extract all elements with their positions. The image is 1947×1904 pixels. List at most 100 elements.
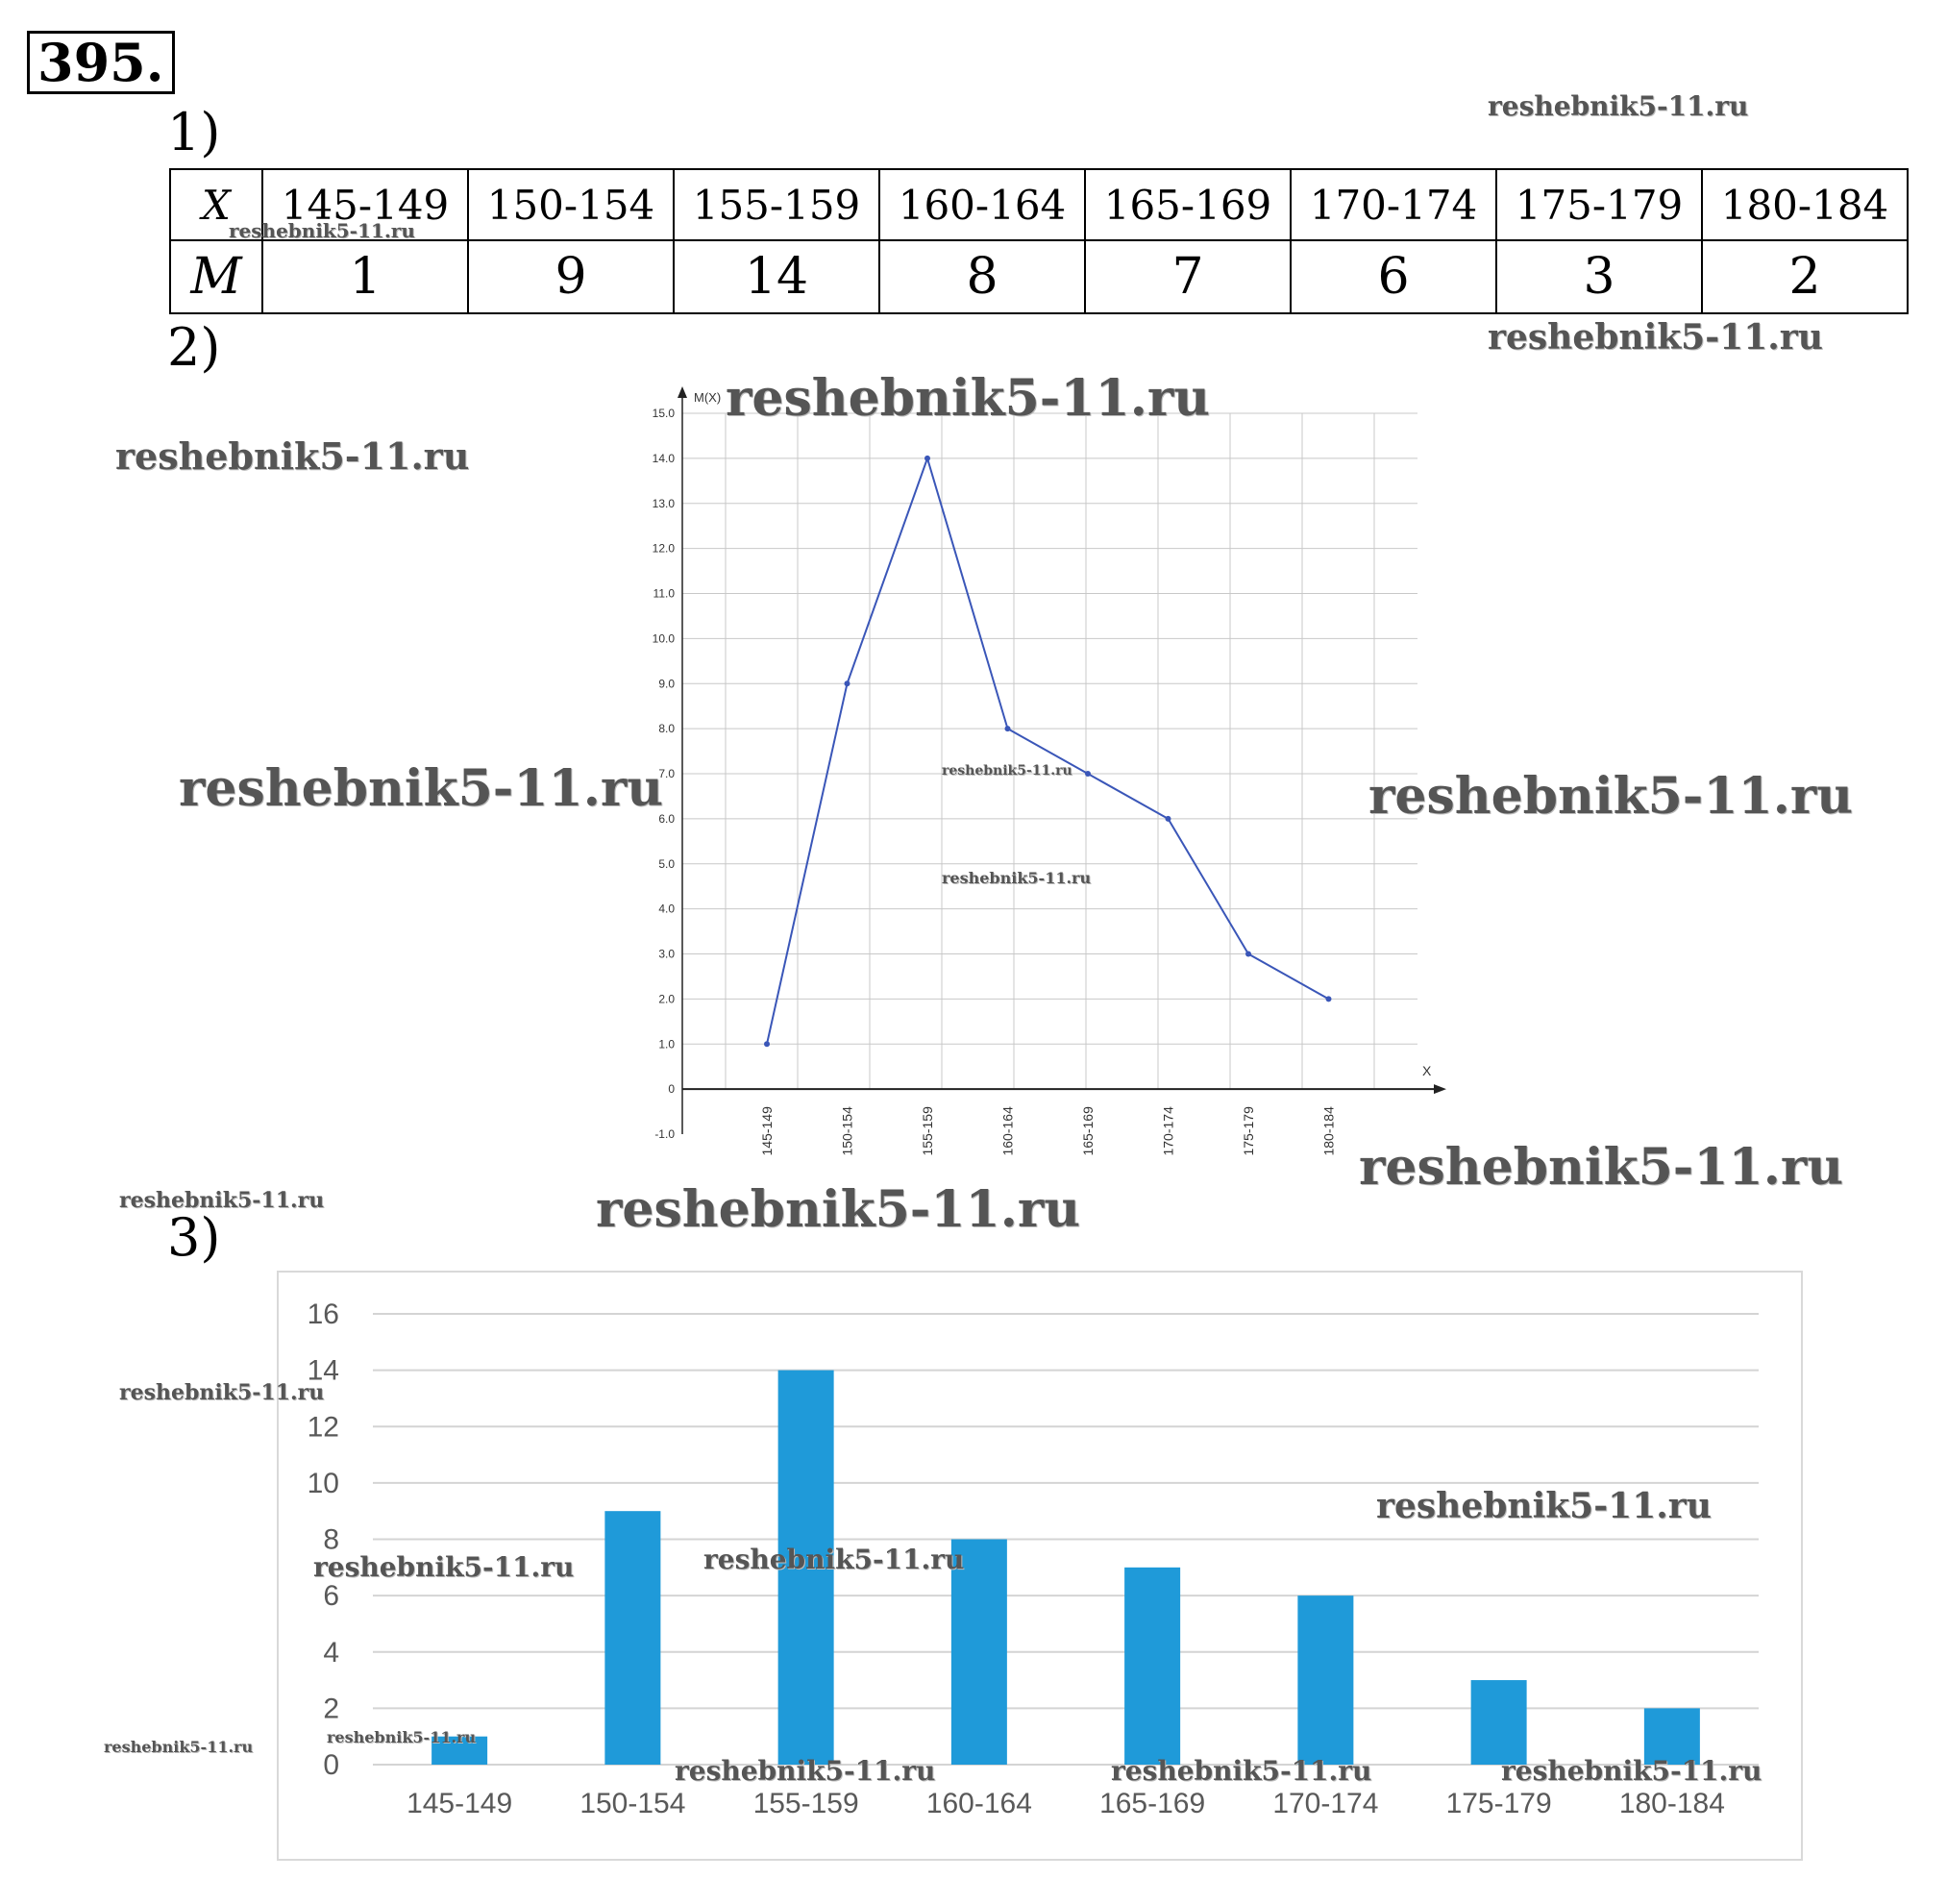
y-tick-label: 8.0 [658, 722, 675, 735]
watermark: reshebnik5-11.ru [675, 1755, 936, 1787]
watermark: reshebnik5-11.ru [1501, 1755, 1762, 1787]
data-point [764, 1041, 770, 1048]
bar [1297, 1595, 1354, 1765]
table-row-m: M 1 9 14 8 7 6 3 2 [169, 239, 1909, 314]
x-cell: 175-179 [1495, 168, 1703, 241]
y-tick-label: 8 [323, 1524, 339, 1556]
y-tick-label: -1.0 [654, 1127, 675, 1141]
watermark: reshebnik5-11.ru [327, 1728, 477, 1746]
x-tick-label: 155-159 [920, 1106, 935, 1156]
x-tick-label: 145-149 [407, 1788, 512, 1819]
bar [1470, 1680, 1527, 1765]
bar [777, 1370, 834, 1765]
bar-chart: 16 14 12 10 8 6 4 2 0 145-149 150-154 155-159 160-16… [308, 1298, 1759, 1819]
part-1-label: 1) [167, 102, 221, 162]
x-cell: 160-164 [878, 168, 1086, 241]
x-tick-label: 170-174 [1272, 1788, 1378, 1819]
x-tick-label: 155-159 [753, 1788, 859, 1819]
y-tick-label: 15.0 [653, 407, 676, 420]
y-tick-label: 4.0 [658, 903, 675, 916]
y-tick-label: 0 [668, 1082, 675, 1096]
series-line [766, 455, 1329, 1045]
line-chart: 15.0 14.0 13.0 12.0 11.0 10.0 9.0 8.0 7.0 6.0 5.0 4… [653, 386, 1446, 1156]
m-cell: 3 [1495, 239, 1703, 314]
x-tick-label: 165-169 [1099, 1788, 1205, 1819]
data-point [1245, 951, 1251, 957]
watermark: reshebnik5-11.ru [313, 1551, 575, 1583]
m-cell: 1 [261, 239, 469, 314]
y-tick-label: 5.0 [658, 857, 675, 871]
watermark: reshebnik5-11.ru [942, 763, 1072, 779]
table-row-x: X 145-149 150-154 155-159 160-164 165-16… [169, 168, 1909, 241]
y-tick-label: 3.0 [658, 948, 675, 961]
y-tick-label: 10.0 [653, 631, 676, 645]
row-label-m: M [169, 239, 263, 314]
part-3-label: 3) [167, 1207, 221, 1268]
x-cell: 180-184 [1701, 168, 1909, 241]
x-tick-label: 170-174 [1161, 1106, 1176, 1156]
problem-number: 395. [27, 31, 175, 94]
part-2-label: 2) [167, 317, 221, 378]
watermark: reshebnik5-11.ru [1376, 1486, 1712, 1526]
bar [950, 1539, 1007, 1765]
x-tick-label: 180-184 [1321, 1106, 1337, 1156]
x-cell: 165-169 [1084, 168, 1292, 241]
y-tick-label: 6 [323, 1580, 339, 1612]
y-tick-label: 12.0 [653, 542, 676, 556]
bar [604, 1511, 661, 1765]
watermark: reshebnik5-11.ru [596, 1180, 1081, 1239]
m-cell: 9 [467, 239, 675, 314]
frequency-table: X 145-149 150-154 155-159 160-164 165-16… [169, 168, 1909, 314]
y-tick-label: 6.0 [658, 812, 675, 826]
watermark: reshebnik5-11.ru [115, 434, 470, 478]
y-tick-label: 11.0 [653, 587, 676, 601]
watermark: reshebnik5-11.ru [1111, 1755, 1372, 1787]
x-tick-label: 175-179 [1446, 1788, 1552, 1819]
m-cell: 8 [878, 239, 1086, 314]
x-tick-label: 180-184 [1619, 1788, 1725, 1819]
watermark: reshebnik5-11.ru [229, 219, 415, 242]
y-tick-label: 9.0 [658, 677, 675, 690]
data-point [844, 680, 850, 687]
x-tick-label: 160-164 [926, 1788, 1032, 1819]
y-tick-label: 2 [323, 1693, 339, 1724]
data-point [924, 455, 930, 461]
x-tick-label: 160-164 [1000, 1106, 1016, 1156]
x-axis-arrow [1434, 1084, 1446, 1095]
x-cell: 150-154 [467, 168, 675, 241]
x-tick-label: 145-149 [759, 1106, 775, 1156]
watermark: reshebnik5-11.ru [942, 869, 1092, 887]
y-tick-label: 14.0 [653, 452, 676, 465]
watermark: reshebnik5-11.ru [1368, 767, 1854, 826]
data-point [1085, 771, 1091, 777]
y-tick-label: 12 [308, 1411, 339, 1443]
y-tick-label: 7.0 [658, 767, 675, 780]
watermark: reshebnik5-11.ru [1488, 317, 1823, 358]
x-axis-label: X [1422, 1063, 1432, 1078]
watermark: reshebnik5-11.ru [119, 1188, 325, 1213]
x-tick-label: 165-169 [1080, 1106, 1096, 1156]
row-label-x: X [169, 168, 263, 241]
bar [1124, 1567, 1181, 1765]
m-cell: 6 [1290, 239, 1497, 314]
watermark: reshebnik5-11.ru [1359, 1138, 1844, 1197]
y-tick-label: 13.0 [653, 497, 676, 510]
m-cell: 14 [673, 239, 880, 314]
watermark: reshebnik5-11.ru [179, 759, 664, 818]
m-cell: 2 [1701, 239, 1909, 314]
watermark: reshebnik5-11.ru [726, 369, 1211, 428]
x-tick-label: 150-154 [840, 1106, 855, 1156]
y-tick-label: 10 [308, 1468, 339, 1499]
watermark: reshebnik5-11.ru [703, 1544, 965, 1575]
y-tick-label: 1.0 [658, 1037, 675, 1051]
y-tick-label: 0 [323, 1749, 339, 1781]
bar [1643, 1708, 1700, 1765]
data-point [1004, 726, 1011, 732]
y-axis-label: M(X) [694, 390, 721, 405]
y-tick-label: 4 [323, 1637, 339, 1669]
bar-chart-frame [277, 1271, 1803, 1861]
x-cell: 145-149 [261, 168, 469, 241]
y-tick-label: 14 [308, 1355, 339, 1387]
bar [431, 1736, 488, 1765]
x-cell: 170-174 [1290, 168, 1497, 241]
